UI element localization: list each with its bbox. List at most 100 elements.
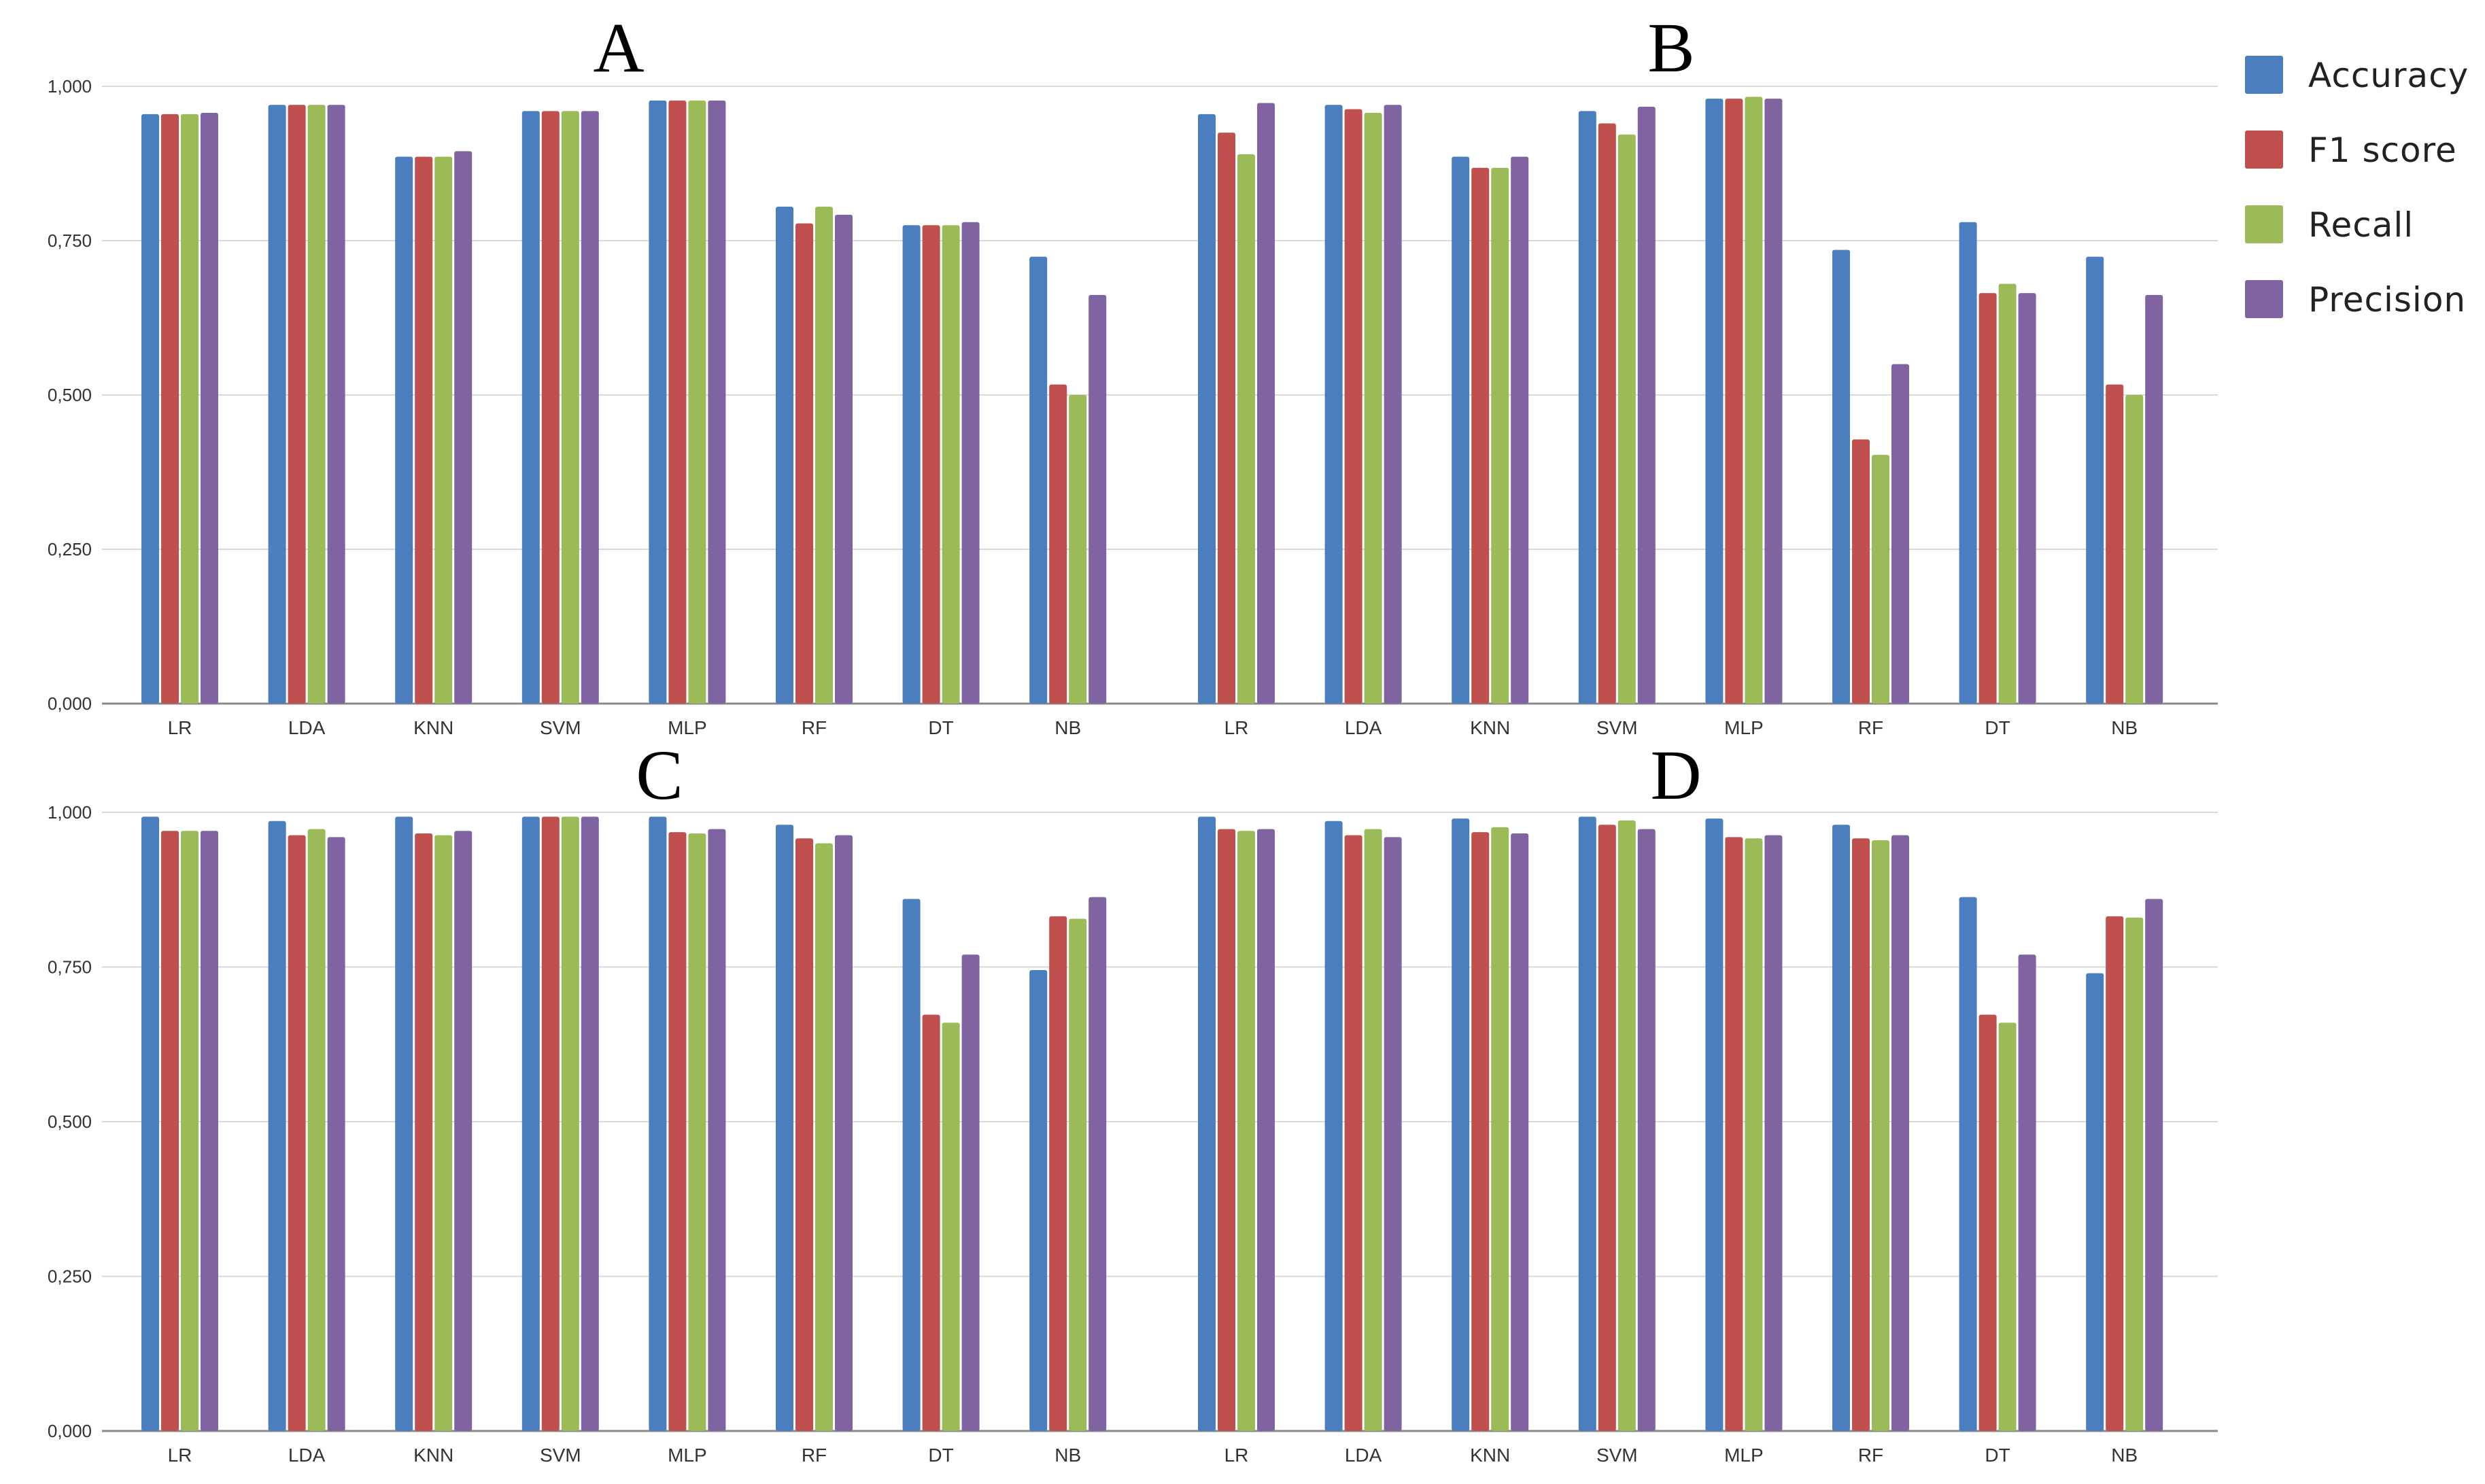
x-tick-label-bottom: LR <box>168 1445 192 1466</box>
bar-bottom-svm-f1-score <box>541 816 560 1431</box>
bar-top-svm-accuracy <box>1578 111 1596 704</box>
bar-bottom-mlp-recall <box>1745 838 1763 1431</box>
bar-top-lda-accuracy <box>268 105 286 704</box>
bar-top-lda-recall <box>1364 113 1382 704</box>
bar-top-rf-accuracy <box>1832 249 1850 704</box>
bar-bottom-svm-recall <box>1617 820 1636 1431</box>
bar-bottom-rf-f1-score <box>795 838 813 1431</box>
bar-bottom-rf-recall <box>1872 840 1889 1431</box>
legend: Accuracy F1 score Recall Precision <box>2245 56 2469 320</box>
bar-top-lr-recall <box>181 114 199 704</box>
bar-top-svm-recall <box>561 111 579 704</box>
bar-bottom-dt-precision <box>961 954 980 1431</box>
bar-top-lr-recall <box>1237 154 1255 704</box>
bar-top-nb-f1-score <box>2106 384 2124 704</box>
bar-top-svm-f1-score <box>541 111 560 704</box>
bar-top-svm-precision <box>1637 106 1656 704</box>
x-tick-label-bottom: RF <box>1858 1445 1883 1466</box>
bar-bottom-mlp-f1-score <box>668 832 687 1431</box>
bar-top-nb-precision <box>1089 294 1107 704</box>
bar-top-knn-precision <box>454 151 473 704</box>
bar-bottom-lda-precision <box>327 837 345 1431</box>
bar-top-rf-accuracy <box>776 207 793 704</box>
bar-bottom-lda-recall <box>307 829 326 1431</box>
bar-bottom-mlp-recall <box>688 833 706 1431</box>
bar-bottom-knn-recall <box>434 835 453 1431</box>
bar-top-mlp-accuracy <box>1705 99 1724 704</box>
bar-top-nb-accuracy <box>2086 256 2104 704</box>
x-tick-label-bottom: NB <box>2111 1445 2138 1466</box>
bar-bottom-lr-recall <box>181 831 199 1431</box>
bar-top-nb-recall <box>1069 395 1087 704</box>
bar-bottom-lr-f1-score <box>1218 829 1235 1431</box>
legend-swatch-accuracy <box>2245 56 2283 94</box>
x-tick-label-bottom: LR <box>1224 1445 1249 1466</box>
x-tick-label-bottom: KNN <box>413 1445 453 1466</box>
x-tick-label-top: KNN <box>1470 717 1510 738</box>
bar-bottom-nb-accuracy <box>2086 973 2104 1431</box>
x-tick-label-bottom: NB <box>1055 1445 1081 1466</box>
bar-bottom-knn-f1-score <box>1471 832 1490 1431</box>
bar-top-dt-recall <box>942 225 960 704</box>
bar-top-knn-accuracy <box>395 156 413 704</box>
x-tick-label-bottom: LDA <box>1345 1445 1382 1466</box>
y-tick-label-bottom: 1,000 <box>48 802 92 823</box>
x-tick-label-top: SVM <box>540 717 581 738</box>
bar-top-svm-recall <box>1617 134 1636 704</box>
bar-top-lr-f1-score <box>1218 133 1235 704</box>
bar-bottom-dt-accuracy <box>1959 897 1977 1431</box>
chart-panels: 0,000 0,250 0,500 0,750 1,000 LR LDA KNN SVM MLP R… <box>48 76 2218 1466</box>
bar-top-knn-recall <box>1491 167 1509 704</box>
bar-bottom-lr-f1-score <box>161 831 179 1431</box>
bar-bottom-lr-precision <box>1257 829 1275 1431</box>
bar-top-dt-precision <box>961 222 980 704</box>
bar-bottom-svm-accuracy <box>521 816 540 1431</box>
bar-bottom-knn-precision <box>454 831 473 1431</box>
bar-top-dt-recall <box>1998 283 2017 704</box>
bar-bottom-dt-recall <box>1998 1022 2017 1431</box>
bar-top-lda-recall <box>307 105 326 704</box>
y-tick-label-bottom: 0,250 <box>48 1266 92 1287</box>
x-tick-label-top: SVM <box>1596 717 1638 738</box>
x-tick-label-bottom: SVM <box>1596 1445 1638 1466</box>
bar-top-knn-f1-score <box>1471 167 1490 704</box>
bar-top-dt-accuracy <box>902 225 921 704</box>
bar-bottom-nb-accuracy <box>1029 970 1048 1431</box>
bar-bottom-nb-recall <box>2125 917 2144 1431</box>
bar-bottom-rf-recall <box>815 843 833 1431</box>
bar-top-knn-accuracy <box>1452 156 1470 704</box>
bar-bottom-lda-accuracy <box>268 821 286 1431</box>
x-tick-label-top: NB <box>2111 717 2138 738</box>
x-tick-label-bottom: MLP <box>1724 1445 1764 1466</box>
panel-title-c: C <box>636 736 683 814</box>
bar-top-lr-accuracy <box>1198 114 1216 704</box>
x-tick-label-top: DT <box>1985 717 2010 738</box>
x-tick-label-top: KNN <box>413 717 453 738</box>
bar-top-lr-precision <box>1257 103 1275 704</box>
bar-bottom-nb-recall <box>1069 918 1087 1431</box>
bar-top-lda-precision <box>1384 105 1402 704</box>
panel-title-a: A <box>593 9 644 87</box>
bar-bottom-lda-precision <box>1384 837 1402 1431</box>
bar-top-nb-recall <box>2125 395 2144 704</box>
bar-bottom-svm-precision <box>581 816 599 1431</box>
x-tick-label-top: MLP <box>668 717 707 738</box>
bar-top-lr-accuracy <box>141 114 159 704</box>
bar-bottom-lda-f1-score <box>1344 835 1363 1431</box>
legend-label-accuracy: Accuracy <box>2308 56 2469 95</box>
bar-bottom-dt-precision <box>2018 954 2036 1431</box>
bar-top-mlp-accuracy <box>649 100 667 704</box>
bar-top-knn-recall <box>434 156 453 704</box>
bar-top-lda-precision <box>327 105 345 704</box>
bar-top-dt-f1-score <box>1978 293 1997 704</box>
bar-bottom-mlp-f1-score <box>1725 837 1743 1431</box>
x-tick-label-top: MLP <box>1724 717 1764 738</box>
x-tick-label-bottom: MLP <box>668 1445 707 1466</box>
bar-top-nb-f1-score <box>1049 384 1067 704</box>
bar-top-rf-recall <box>1872 455 1889 704</box>
x-tick-label-top: LR <box>168 717 192 738</box>
bar-bottom-dt-accuracy <box>902 899 921 1431</box>
legend-label-f1-score: F1 score <box>2308 131 2457 170</box>
bar-top-svm-f1-score <box>1598 123 1616 704</box>
